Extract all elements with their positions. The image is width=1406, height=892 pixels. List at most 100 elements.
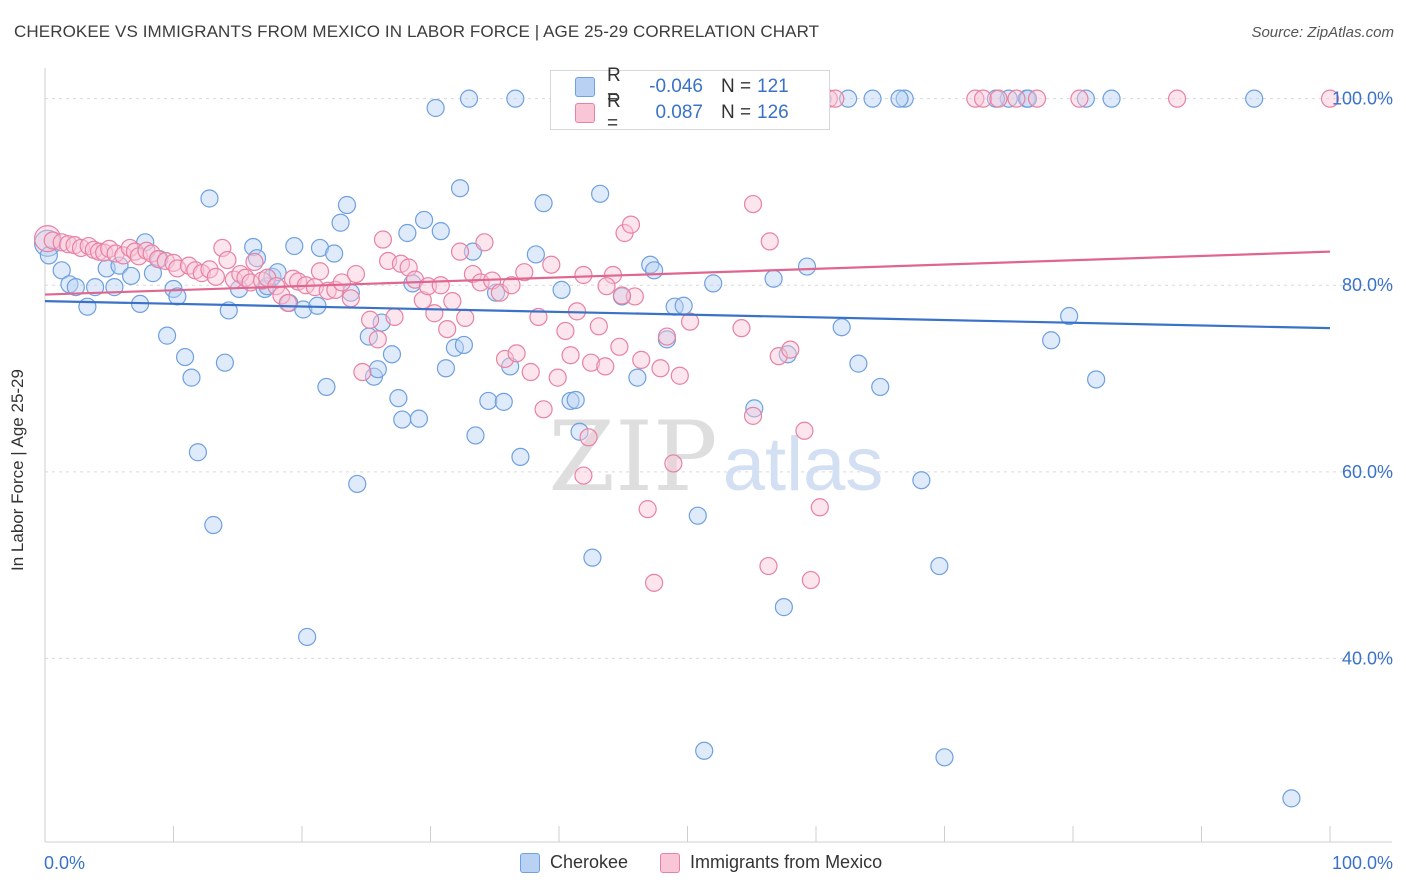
cherokee-point [78,297,97,316]
legend-item-cherokee[interactable]: Cherokee [520,852,628,873]
cherokee-point [188,443,208,462]
legend-n-value-cherokee: 121 [757,76,789,97]
cherokee-point [215,353,234,372]
cherokee-point [331,213,350,232]
mexico-point [471,273,490,292]
mexico-point [114,246,133,265]
cherokee-point [459,89,479,108]
legend-r-label: R = [607,91,621,134]
mexico-point [529,307,548,327]
legend-item-mexico[interactable]: Immigrants from Mexico [660,852,882,873]
cherokee-point [1076,89,1095,108]
cherokee-point [393,410,412,429]
mexico-point [443,292,462,311]
mexico-point [1027,89,1047,108]
mexico-point [621,215,641,234]
mexico-point [1007,89,1026,108]
cherokee-point [348,474,367,494]
mexico-point [966,89,985,108]
cherokee-point [86,278,105,297]
mexico-point [502,276,521,295]
mexico-point [534,400,553,419]
cherokee-point [450,179,470,198]
cherokee-point [999,89,1018,108]
cherokee-point [797,257,817,276]
mexico-point [438,319,457,339]
mexico-swatch [660,852,681,873]
mexico-point [43,231,62,250]
cherokee-point [219,301,238,320]
mexico-point [278,293,297,313]
cherokee-point [871,377,890,397]
mexico-point [612,286,632,305]
cherokee-point [110,256,129,275]
mexico-point [450,242,470,261]
x-tick-label: 100.0% [1332,853,1393,873]
mexico-point [973,89,993,108]
cherokee-point [454,335,474,355]
cherokee-point [436,359,456,378]
mexico-point [579,428,598,447]
cherokee-point [368,360,387,379]
cherokee-point [552,280,571,300]
mexico-point [1167,89,1187,108]
cherokee-point [583,548,602,567]
mexico-point [168,259,187,278]
mexico-point [495,349,515,369]
mexico-point [625,287,644,306]
watermark-atlas: atlas [723,422,884,507]
legend-r-value-cherokee: -0.046 [649,76,703,97]
cherokee-point [1042,331,1061,350]
x-tick-label: 0.0% [44,853,85,873]
cherokee-point [486,283,506,302]
watermark-zip: ZIP [548,401,717,513]
correlation-legend: R = -0.046 N = 121 R = 0.087 N = 126 [550,65,830,134]
mexico-point [341,289,360,308]
mexico-point [760,232,779,251]
cherokee-point [591,184,610,203]
y-tick-label: 60.0% [1342,462,1393,482]
mexico-point [582,353,601,372]
mexico-point [561,346,580,365]
mexico-point [521,362,540,382]
mexico-point [368,330,387,349]
cherokee-point [157,326,177,345]
mexico-point [644,573,664,592]
cherokee-swatch [575,77,595,97]
cherokee-point [317,377,336,397]
mexico-point [610,337,629,356]
legend-r-label: R = [607,65,621,108]
cherokee-point [389,389,408,408]
chart-source: Source: ZipAtlas.com [1251,24,1394,41]
cherokee-point [832,318,851,337]
cherokee-point [479,391,498,411]
mexico-point [385,307,404,327]
cherokee-point [534,194,553,213]
mexico-point [664,454,683,473]
cherokee-point [244,237,263,257]
cherokee-point [175,347,195,367]
cherokee-point [912,471,931,490]
mexico-point [732,319,751,338]
mexico-point [373,230,393,249]
cherokee-point [1245,89,1264,108]
cherokee-point [566,390,585,410]
cherokee-point [431,222,450,241]
cherokee-point [774,598,793,617]
y-tick-label: 100.0% [1332,89,1393,109]
cherokee-point [426,98,445,118]
cherokee-point [1060,306,1079,326]
mexico-point [200,260,219,279]
mexico-point [801,570,820,590]
cherokee-point [294,300,313,319]
mexico-point [657,327,677,346]
legend-n-label: N = [721,76,752,97]
mexico-point [245,252,264,272]
mexico-point [589,317,608,336]
mexico-point [1320,89,1340,108]
mexico-swatch [575,103,595,123]
cherokee-point [466,426,485,445]
cherokee-point [337,195,357,215]
cherokee-point [849,354,868,373]
